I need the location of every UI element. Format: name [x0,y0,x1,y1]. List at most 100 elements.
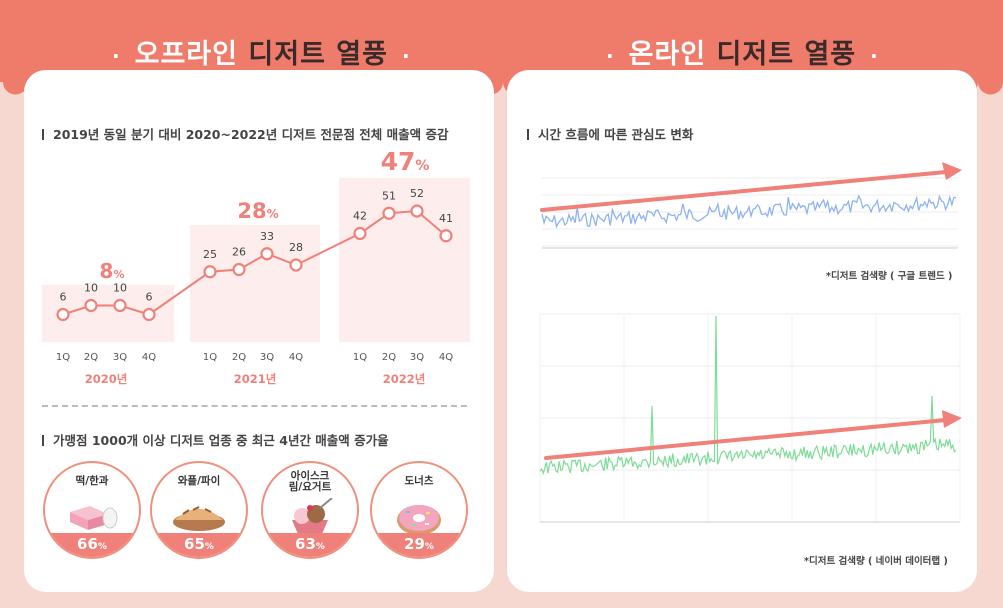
x-tick-label: 4Q [439,352,453,363]
year-total: 8% [100,259,125,283]
year-bg-2 [190,225,320,342]
category-pct-unit: % [315,542,325,552]
data-point [410,204,424,218]
x-tick-label: 1Q [353,352,367,363]
x-tick-label: 3Q [113,352,127,363]
data-point [260,247,274,261]
data-point [382,206,396,220]
data-label: 10 [113,282,127,295]
category-pct: 29% [372,533,466,557]
data-point [203,265,217,279]
year-total-unit: % [267,207,279,221]
section-divider [42,405,467,407]
online-section-title-text: 시간 흐름에 따른 관심도 변화 [538,127,694,142]
data-point [84,298,98,313]
left-header-title: · 오프라인 디저트 열풍 · [98,32,425,71]
naver-source-note: *디저트 검색량 ( 네이버 데이터랩 ) [804,556,948,567]
google-trends-chart [540,162,962,249]
category-circle: 와플/파이 65% [150,461,248,559]
left-title-accent: 오프라인 [134,39,238,70]
year-total-unit: % [113,268,124,281]
x-tick-label: 1Q [203,352,217,363]
data-label: 26 [232,246,246,259]
x-tick-label: 2Q [232,352,246,363]
title-dot: · [870,43,879,68]
ice-cream-icon [263,497,357,538]
year-total: 28% [237,199,278,223]
trend-arrow-head [942,162,962,180]
category-pct-unit: % [204,542,214,552]
donut-icon [372,498,466,538]
category-pct-number: 65 [184,535,205,553]
online-section-title: 시간 흐름에 따른 관심도 변화 [527,124,693,143]
year-label: 2022년 [383,372,426,386]
data-point [142,307,156,322]
category-pct: 65% [152,533,246,557]
left-title-dark: 디저트 열풍 [248,39,388,70]
offline-section1-title-text: 2019년 동일 분기 대비 2020~2022년 디저트 전문점 전체 매출액… [53,127,449,142]
year-bg-3 [339,178,470,342]
x-tick-label: 4Q [142,352,156,363]
x-tick-label: 1Q [56,352,70,363]
category-circle: 아이스크림/요거트 63% [261,461,359,559]
sales-line-chart: 6 10 10 6 25 26 33 28 42 51 52 41 1Q 2Q 3Q 4Q 1Q 2Q 3Q 4Q 1Q… [42,147,470,386]
trend-arrow-line [544,418,948,460]
x-tick-label: 2Q [382,352,396,363]
data-label: 10 [84,282,98,295]
offline-section1-title: 2019년 동일 분기 대비 2020~2022년 디저트 전문점 전체 매출액… [42,124,449,143]
category-pct-number: 29 [404,535,425,553]
offline-section2-title-text: 가맹점 1000개 이상 디저트 업종 중 최근 4년간 매출액 증가율 [53,433,389,448]
title-dot: · [402,43,411,68]
naver-datalab-chart [539,313,962,523]
naver-series-line [539,315,957,476]
data-point [232,262,246,277]
data-label: 41 [439,212,453,225]
data-label: 6 [60,291,67,304]
right-header-title: · 온라인 디저트 열풍 · [592,32,893,71]
category-name: 아이스크림/요거트 [288,470,332,493]
pie-icon [152,498,246,538]
x-tick-label: 2Q [84,352,98,363]
data-label: 33 [260,230,274,243]
title-dot: · [606,43,615,68]
category-name: 도너츠 [404,475,434,487]
google-source-note: *디저트 검색량 ( 구글 트렌드 ) [826,271,953,282]
year-total-unit: % [415,158,429,174]
data-label: 51 [382,189,396,202]
rice-cake-icon [45,498,139,538]
data-label: 52 [410,187,424,200]
category-pct-number: 66 [77,535,98,553]
google-series-line [541,194,957,229]
year-label: 2020년 [85,372,128,386]
category-circle: 도너츠 29% [370,461,468,559]
year-total-number: 8 [100,259,114,283]
year-total: 47% [381,147,430,176]
right-title-accent: 온라인 [628,39,707,70]
category-circle: 떡/한과 66% [43,461,141,559]
x-tick-label: 3Q [260,352,274,363]
category-pct-number: 63 [295,535,316,553]
data-point [113,298,127,313]
data-point [439,229,453,243]
year-total-number: 28 [237,199,266,223]
title-dot: · [112,43,121,68]
category-pct-unit: % [97,542,107,552]
x-tick-label: 3Q [410,352,424,363]
trend-arrow-line [540,170,948,212]
category-pct: 63% [263,533,357,557]
data-label: 25 [203,248,217,261]
offline-section2-title: 가맹점 1000개 이상 디저트 업종 중 최근 4년간 매출액 증가율 [42,430,389,449]
data-point [56,307,70,322]
category-pct-unit: % [424,542,434,552]
x-tick-label: 4Q [289,352,303,363]
right-title-dark: 디저트 열풍 [716,39,857,70]
trend-arrow-head [942,410,962,428]
data-point [289,258,303,272]
data-label: 6 [146,291,153,304]
year-label: 2021년 [234,372,277,386]
data-label: 28 [289,241,303,254]
data-point [353,226,367,241]
category-pct: 66% [45,533,139,557]
data-label: 42 [353,210,367,223]
year-total-number: 47 [381,147,416,176]
